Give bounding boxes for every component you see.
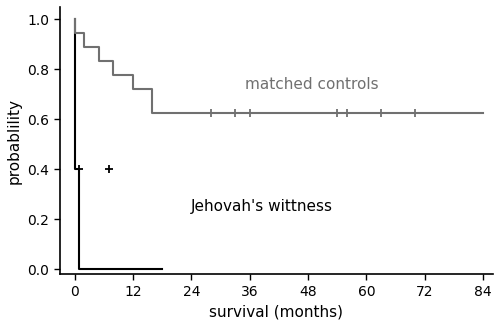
X-axis label: survival (months): survival (months) [210, 304, 344, 319]
Y-axis label: probablility: probablility [7, 97, 22, 184]
Text: matched controls: matched controls [245, 77, 378, 92]
Text: Jehovah's wittness: Jehovah's wittness [192, 199, 334, 214]
